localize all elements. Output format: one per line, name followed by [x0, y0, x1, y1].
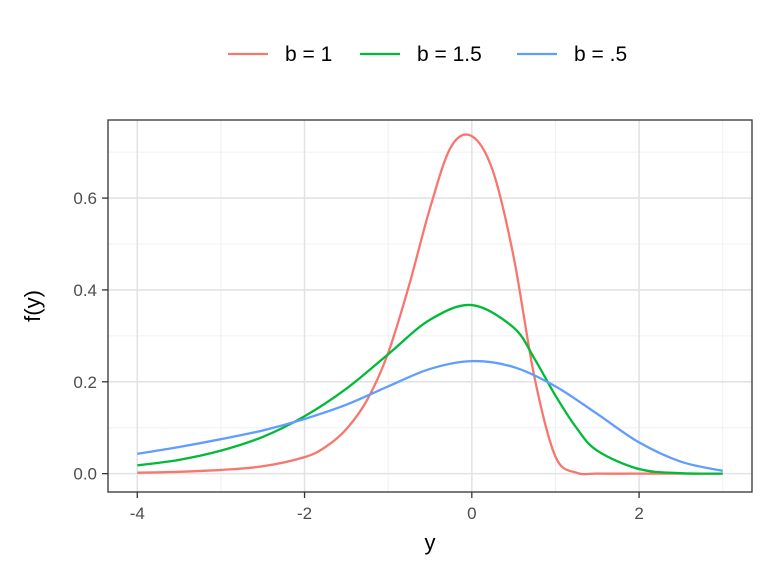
x-tick-label: 2 [634, 504, 643, 523]
legend-label-2: b = 1.5 [417, 43, 482, 66]
y-tick-label: 0.0 [73, 465, 97, 484]
x-axis-title: y [425, 530, 436, 555]
y-tick-label: 0.4 [73, 281, 97, 300]
legend-label-1: b = 1 [285, 43, 332, 66]
panel-border [107, 119, 753, 493]
panel-background [108, 120, 752, 492]
legend: b = 1 b = 1.5 b = .5 [228, 43, 627, 66]
x-tick-label: -2 [297, 504, 312, 523]
plot-panel [107, 119, 753, 493]
y-axis: 0.0 0.2 0.4 0.6 [73, 189, 108, 484]
y-tick-label: 0.6 [73, 189, 97, 208]
legend-label-3: b = .5 [574, 43, 627, 66]
x-tick-label: 0 [467, 504, 476, 523]
x-axis: -4 -2 0 2 [130, 492, 644, 523]
series-line-2 [137, 303, 723, 475]
series-line-1 [137, 133, 723, 476]
series-line-3 [137, 359, 723, 472]
y-axis-title: f(y) [20, 290, 45, 322]
x-tick-label: -4 [130, 504, 145, 523]
y-tick-label: 0.2 [73, 373, 97, 392]
